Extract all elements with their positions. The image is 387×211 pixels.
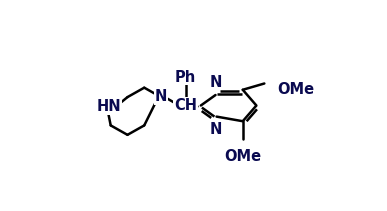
Text: N: N bbox=[209, 122, 222, 137]
Text: N: N bbox=[209, 74, 222, 89]
Text: Ph: Ph bbox=[175, 70, 196, 85]
Text: OMe: OMe bbox=[224, 149, 261, 164]
Text: HN: HN bbox=[97, 99, 122, 114]
Text: CH: CH bbox=[174, 98, 197, 113]
Text: OMe: OMe bbox=[277, 82, 315, 97]
Text: N: N bbox=[155, 89, 167, 104]
